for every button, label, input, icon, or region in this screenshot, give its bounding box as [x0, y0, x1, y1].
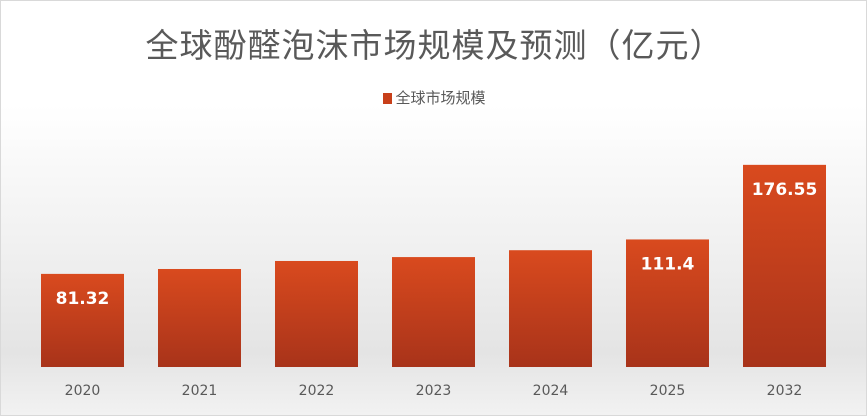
- x-tick-label: 2025: [650, 383, 686, 399]
- bar-2022: [275, 260, 358, 367]
- data-label: 176.55: [752, 180, 818, 200]
- x-tick-label: 2032: [767, 383, 803, 399]
- legend-swatch: [383, 93, 393, 104]
- chart-title: 全球酚醛泡沫市场规模及预测（亿元）: [145, 26, 724, 65]
- x-tick-label: 2021: [182, 383, 218, 399]
- x-tick-label: 2023: [416, 383, 452, 399]
- legend: 全球市场规模: [1, 87, 867, 108]
- x-tick-label: 2024: [533, 383, 569, 399]
- data-label: 81.32: [56, 289, 110, 309]
- bar-2020: [41, 273, 124, 367]
- x-tick-label: 2022: [299, 383, 335, 399]
- bar-2024: [509, 250, 592, 367]
- bar-2032: [743, 164, 826, 367]
- bar-2023: [392, 257, 475, 367]
- bar-2021: [158, 268, 241, 367]
- x-tick-label: 2020: [65, 383, 101, 399]
- data-label: 111.4: [641, 254, 695, 274]
- legend-label: 全球市场规模: [395, 89, 486, 107]
- bar-2025: [626, 239, 709, 367]
